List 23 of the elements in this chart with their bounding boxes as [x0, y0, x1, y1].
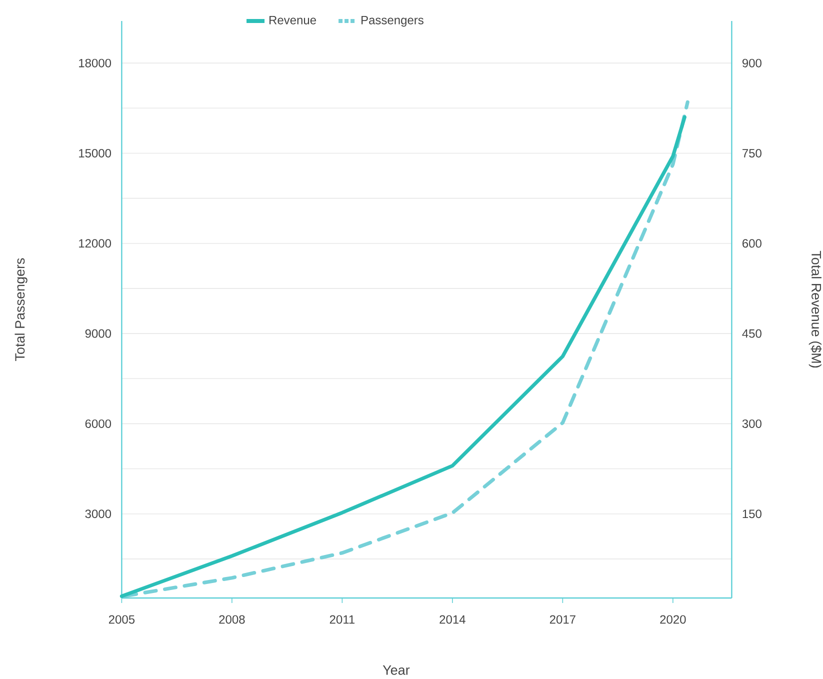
y-tick-label: 9000 [85, 329, 112, 338]
y-tick-label: 15000 [79, 148, 112, 158]
x-axis-title: Year [382, 665, 410, 675]
x-tick-label: 2008 [219, 615, 245, 624]
y2-axis-title: Total Revenue ($M) [808, 250, 822, 368]
x-tick-label: 2020 [660, 615, 686, 624]
y-axis-title: Total Passengers [14, 258, 28, 361]
legend-label: Revenue [269, 16, 316, 24]
y-tick-label: 12000 [79, 239, 112, 248]
y2-tick-label: 900 [742, 58, 762, 68]
x-tick-label: 2014 [440, 615, 466, 624]
x-tick-label: 2017 [550, 615, 576, 624]
legend-label: Passengers [362, 16, 424, 27]
x-tick-label: 2005 [108, 615, 135, 624]
y2-tick-label: 150 [742, 510, 762, 518]
x-tick-label: 2011 [330, 615, 355, 624]
y-tick-label: 18000 [79, 58, 112, 68]
y-tick-label: 3000 [85, 510, 112, 518]
y2-tick-label: 750 [742, 148, 762, 158]
y2-tick-label: 600 [742, 239, 762, 248]
y2-tick-label: 300 [742, 419, 762, 428]
y2-tick-label: 450 [742, 329, 762, 338]
y-tick-label: 6000 [85, 419, 112, 428]
